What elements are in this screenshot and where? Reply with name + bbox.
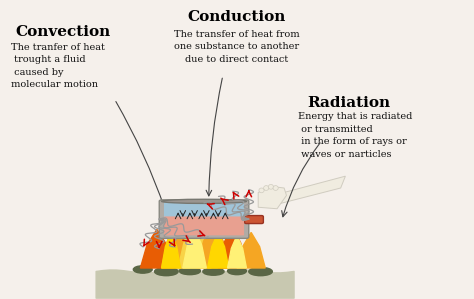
Polygon shape xyxy=(140,229,173,268)
Ellipse shape xyxy=(228,267,246,275)
Polygon shape xyxy=(178,221,211,268)
Polygon shape xyxy=(162,224,190,268)
Ellipse shape xyxy=(259,188,264,193)
Text: The tranfer of heat
 trought a fluid
 caused by
molecular motion: The tranfer of heat trought a fluid caus… xyxy=(11,43,105,89)
Text: Energy that is radiated
 or transmitted
 in the form of rays or
 waves or nartic: Energy that is radiated or transmitted i… xyxy=(298,112,413,159)
Ellipse shape xyxy=(133,266,152,273)
Polygon shape xyxy=(277,176,346,204)
Polygon shape xyxy=(208,232,229,268)
Ellipse shape xyxy=(203,268,224,275)
Polygon shape xyxy=(237,232,265,268)
Polygon shape xyxy=(258,187,286,209)
Ellipse shape xyxy=(249,267,273,276)
Text: Radiation: Radiation xyxy=(308,96,391,110)
Text: Conduction: Conduction xyxy=(188,10,286,24)
Ellipse shape xyxy=(268,184,273,189)
Polygon shape xyxy=(183,229,206,268)
Ellipse shape xyxy=(162,199,246,203)
Ellipse shape xyxy=(155,267,178,276)
Ellipse shape xyxy=(264,186,269,190)
Ellipse shape xyxy=(273,186,278,190)
FancyBboxPatch shape xyxy=(245,216,264,224)
Ellipse shape xyxy=(179,267,201,275)
FancyBboxPatch shape xyxy=(164,216,244,235)
FancyBboxPatch shape xyxy=(164,202,244,219)
Text: The transfer of heat from
one substance to another
due to direct contact: The transfer of heat from one substance … xyxy=(174,30,300,63)
FancyBboxPatch shape xyxy=(159,200,249,238)
Polygon shape xyxy=(218,227,246,268)
Text: Convection: Convection xyxy=(16,25,111,39)
Polygon shape xyxy=(228,235,246,268)
Polygon shape xyxy=(162,232,181,268)
Polygon shape xyxy=(197,224,230,268)
